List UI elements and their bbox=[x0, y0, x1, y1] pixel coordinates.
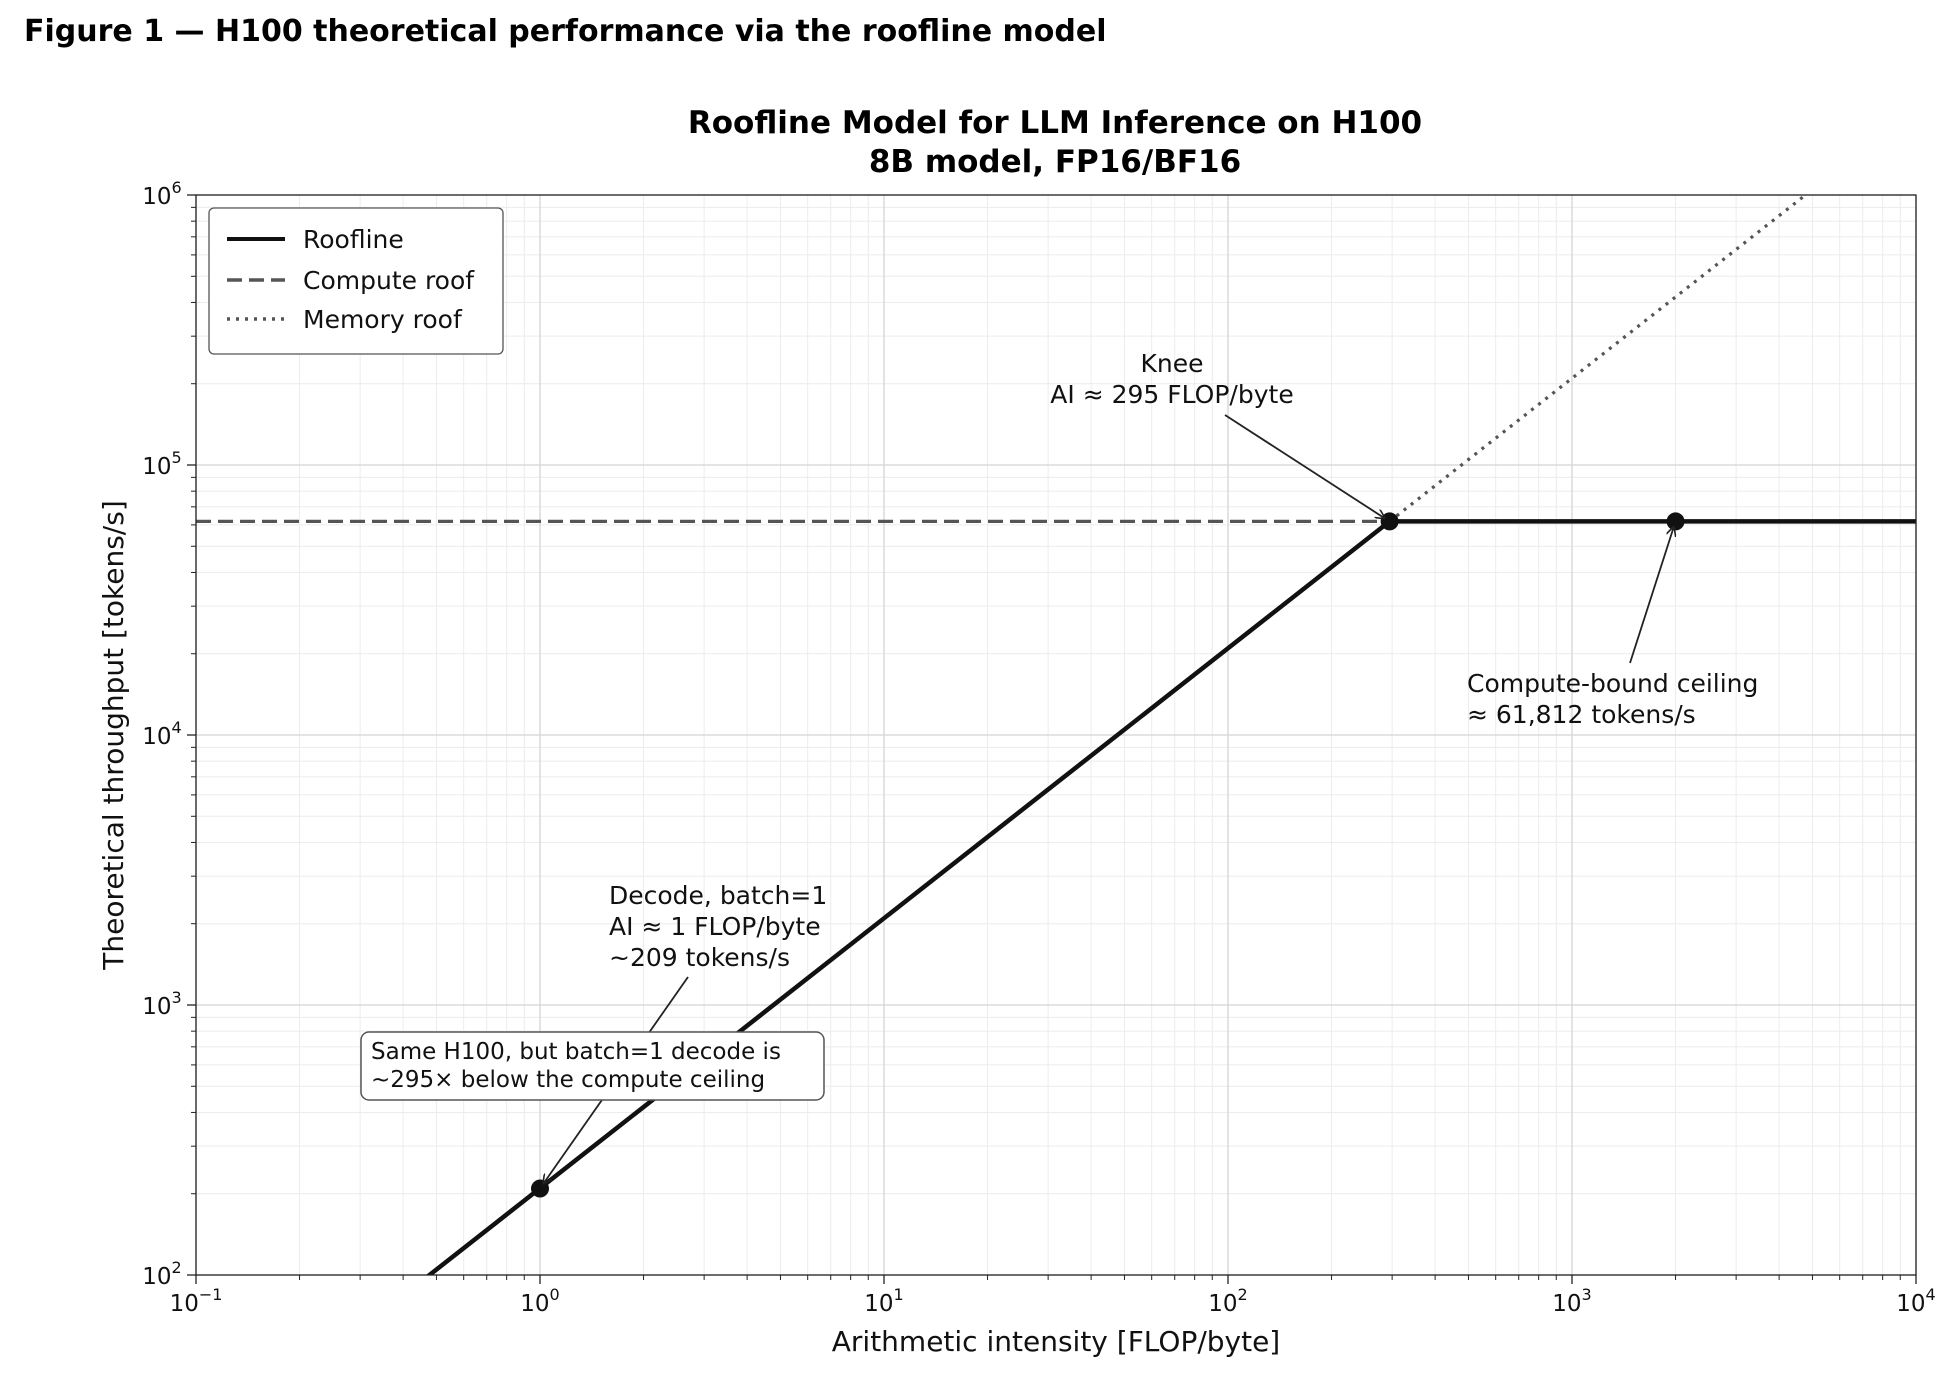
chart-subtitle: 8B model, FP16/BF16 bbox=[869, 144, 1241, 180]
y-axis-label: Theoretical throughput [tokens/s] bbox=[97, 500, 130, 971]
legend-label-compute-roof: Compute roof bbox=[303, 266, 475, 295]
annotation-text: Decode, batch=1 AI ≈ 1 FLOP/byte ~209 toke… bbox=[609, 881, 827, 972]
data-point bbox=[1380, 512, 1399, 531]
x-tick-label: 100 bbox=[520, 1285, 559, 1317]
x-tick-label: 104 bbox=[1896, 1285, 1935, 1317]
annotation-arrow bbox=[1224, 414, 1385, 518]
data-point bbox=[1666, 512, 1685, 531]
x-tick-label: 102 bbox=[1208, 1285, 1247, 1317]
annotation-text: Compute-bound ceiling ≈ 61,812 tokens/s bbox=[1467, 669, 1758, 729]
figure-title: Figure 1 — H100 theoretical performance … bbox=[24, 14, 1107, 49]
annotations: Knee AI ≈ 295 FLOP/byte Compute-bound ceil… bbox=[543, 349, 1758, 1184]
y-tick-label: 103 bbox=[142, 988, 181, 1020]
axis-ticks: 10−1 100 101 102 103 104 102 103 104 105 106 bbox=[142, 178, 1935, 1317]
x-axis-label: Arithmetic intensity [FLOP/byte] bbox=[832, 1325, 1280, 1358]
major-grid bbox=[195, 194, 1917, 1276]
annotation-text: Knee AI ≈ 295 FLOP/byte bbox=[1050, 349, 1293, 409]
y-tick-label: 102 bbox=[142, 1258, 181, 1290]
callout-line-2: ~295× below the compute ceiling bbox=[371, 1067, 765, 1093]
callout-box: Same H100, but batch=1 decode is ~295× b… bbox=[360, 1031, 825, 1101]
x-tick-label: 101 bbox=[864, 1285, 903, 1317]
y-tick-label: 106 bbox=[142, 178, 181, 210]
legend-label-roofline: Roofline bbox=[303, 225, 404, 254]
chart-title: Roofline Model for LLM Inference on H100 bbox=[688, 105, 1422, 141]
x-tick-label: 103 bbox=[1552, 1285, 1591, 1317]
series-line-memory-roof bbox=[1388, 195, 1809, 523]
annotation-arrow bbox=[1629, 527, 1674, 664]
y-tick-label: 105 bbox=[142, 448, 181, 480]
y-tick-label: 104 bbox=[142, 718, 181, 750]
x-tick-label: 10−1 bbox=[170, 1285, 223, 1317]
data-point bbox=[531, 1179, 549, 1198]
legend-label-memory-roof: Memory roof bbox=[303, 305, 463, 334]
series-line-roofline bbox=[425, 519, 1916, 1275]
callout-line-1: Same H100, but batch=1 decode is bbox=[371, 1039, 781, 1065]
legend: Roofline Compute roof Memory roof bbox=[208, 207, 504, 355]
